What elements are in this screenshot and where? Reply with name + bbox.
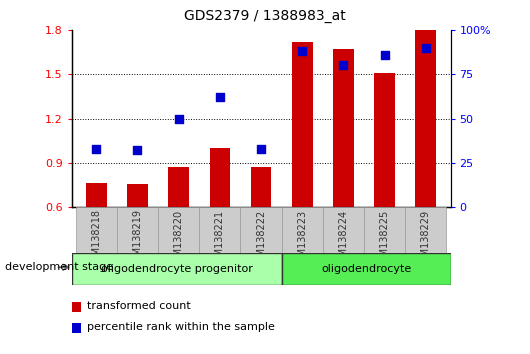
- Bar: [72, 302, 81, 312]
- Bar: [169, 166, 189, 207]
- Text: GSM138220: GSM138220: [174, 210, 183, 269]
- Point: [174, 116, 183, 121]
- Bar: [72, 253, 282, 285]
- Bar: [209, 148, 230, 207]
- Bar: [364, 207, 405, 253]
- Bar: [251, 166, 271, 207]
- Bar: [117, 207, 158, 253]
- Bar: [333, 49, 354, 207]
- Text: GDS2379 / 1388983_at: GDS2379 / 1388983_at: [184, 9, 346, 23]
- Bar: [86, 183, 107, 207]
- Point: [298, 48, 306, 54]
- Text: GSM138223: GSM138223: [297, 210, 307, 269]
- Point: [216, 95, 224, 100]
- Point: [257, 146, 266, 152]
- Point: [339, 63, 348, 68]
- Text: GSM138219: GSM138219: [132, 210, 143, 268]
- Bar: [374, 73, 395, 207]
- Bar: [76, 207, 117, 253]
- Bar: [199, 207, 241, 253]
- Text: GSM138218: GSM138218: [91, 210, 101, 268]
- Text: oligodendrocyte progenitor: oligodendrocyte progenitor: [101, 264, 253, 274]
- Bar: [405, 207, 446, 253]
- Text: GSM138225: GSM138225: [379, 210, 390, 269]
- Bar: [158, 207, 199, 253]
- Text: transformed count: transformed count: [87, 301, 191, 311]
- Text: GSM138222: GSM138222: [256, 210, 266, 269]
- Text: development stage: development stage: [5, 262, 113, 272]
- Point: [92, 146, 101, 152]
- Bar: [127, 184, 148, 207]
- Bar: [72, 323, 81, 333]
- Point: [421, 45, 430, 51]
- Text: oligodendrocyte: oligodendrocyte: [321, 264, 411, 274]
- Bar: [281, 207, 323, 253]
- Bar: [292, 42, 313, 207]
- Text: GSM138221: GSM138221: [215, 210, 225, 269]
- Bar: [416, 30, 436, 207]
- Bar: [323, 207, 364, 253]
- Bar: [282, 253, 450, 285]
- Text: GSM138224: GSM138224: [339, 210, 348, 269]
- Point: [133, 148, 142, 153]
- Text: percentile rank within the sample: percentile rank within the sample: [87, 322, 275, 332]
- Point: [381, 52, 389, 58]
- Text: GSM138229: GSM138229: [421, 210, 431, 269]
- Bar: [241, 207, 281, 253]
